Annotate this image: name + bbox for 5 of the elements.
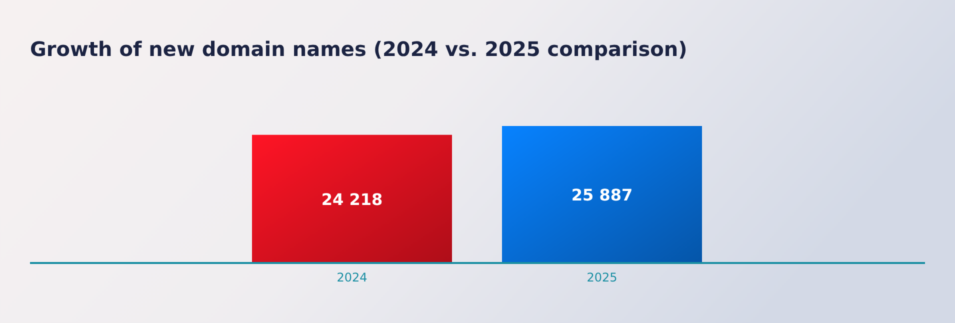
data-label: 25 887 (571, 186, 633, 204)
chart-title: Growth of new domain names (2024 vs. 2025 comparison) (30, 37, 688, 61)
x-tick-label: 2025 (586, 270, 618, 285)
x-tick-label: 2024 (336, 270, 368, 285)
data-label: 24 218 (321, 190, 383, 209)
